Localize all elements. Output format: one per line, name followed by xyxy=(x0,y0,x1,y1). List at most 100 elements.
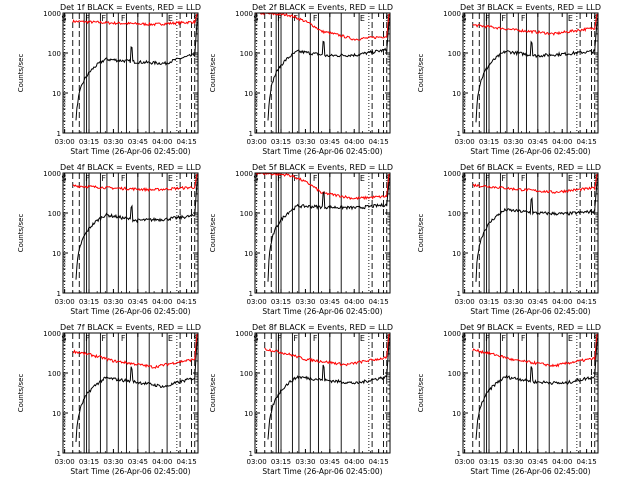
phase-marker-letter: E xyxy=(168,334,173,343)
plot-frame xyxy=(62,332,199,454)
x-tick-label: 03:00 xyxy=(247,138,267,146)
y-tick-label: 100 xyxy=(48,370,61,378)
panel-title: Det 6f BLACK = Events, RED = LLD xyxy=(460,163,601,172)
events-series-line xyxy=(75,181,198,280)
x-tick-label: 04:15 xyxy=(177,458,197,466)
phase-marker-letter: S xyxy=(61,14,66,23)
x-axis-label: Start Time (26-Apr-06 02:45:00) xyxy=(470,307,590,316)
x-tick-label: 03:45 xyxy=(320,298,340,306)
x-tick-label: 04:00 xyxy=(552,458,572,466)
y-tick-label: 1 xyxy=(249,450,253,458)
y-tick-label: 100 xyxy=(240,210,253,218)
phase-marker-letter: E xyxy=(360,14,365,23)
x-tick-label: 03:00 xyxy=(55,298,75,306)
lld-series-line xyxy=(255,172,390,201)
x-tick-label: 03:15 xyxy=(271,458,291,466)
x-tick-label: 03:00 xyxy=(455,138,475,146)
x-tick-label: 03:45 xyxy=(128,298,148,306)
y-tick-label: 100 xyxy=(240,50,253,58)
y-tick-label: 10 xyxy=(52,250,61,258)
y-tick-label: 1 xyxy=(457,450,461,458)
phase-marker-letter: F xyxy=(101,14,106,23)
x-tick-label: 03:00 xyxy=(455,298,475,306)
y-tick-label: 1000 xyxy=(443,170,461,178)
y-tick-label: 1 xyxy=(249,290,253,298)
detector-panel-7: Det 7f BLACK = Events, RED = LLD Counts/s… xyxy=(17,323,201,476)
x-tick-label: 04:15 xyxy=(577,298,597,306)
phase-marker-letter: S xyxy=(385,334,390,343)
x-tick-label: 04:00 xyxy=(344,138,364,146)
y-tick-label: 100 xyxy=(240,370,253,378)
y-tick-label: 1000 xyxy=(43,170,61,178)
phase-marker-letter: E xyxy=(360,174,365,183)
x-axis-label: Start Time (26-Apr-06 02:45:00) xyxy=(70,307,190,316)
x-tick-label: 03:45 xyxy=(320,458,340,466)
events-series-line xyxy=(75,21,198,121)
phase-marker-letter: S xyxy=(253,174,258,183)
y-tick-label: 100 xyxy=(48,50,61,58)
detector-panel-4: Det 4f BLACK = Events, RED = LLD Counts/s… xyxy=(17,163,201,316)
x-tick-label: 04:00 xyxy=(152,138,172,146)
y-axis-label: Counts/sec xyxy=(17,374,25,413)
x-tick-label: 03:30 xyxy=(295,138,315,146)
phase-marker-letter: E xyxy=(568,14,573,23)
panel-title: Det 1f BLACK = Events, RED = LLD xyxy=(60,3,201,12)
phase-marker-letter: E xyxy=(568,334,573,343)
y-axis-label: Counts/sec xyxy=(417,54,425,93)
x-tick-label: 04:15 xyxy=(577,458,597,466)
y-tick-label: 10 xyxy=(244,410,253,418)
phase-marker-letter: F xyxy=(313,174,318,183)
y-tick-label: 1 xyxy=(457,130,461,138)
x-tick-label: 03:45 xyxy=(320,138,340,146)
phase-marker-letter: F xyxy=(485,334,490,343)
y-tick-label: 10 xyxy=(452,250,461,258)
x-tick-label: 03:00 xyxy=(247,298,267,306)
phase-marker-letter: S xyxy=(253,334,258,343)
x-axis-label: Start Time (26-Apr-06 02:45:00) xyxy=(470,147,590,156)
x-tick-label: 03:30 xyxy=(503,298,523,306)
plot-frame xyxy=(254,12,391,134)
detector-panel-8: Det 8f BLACK = Events, RED = LLD Counts/s… xyxy=(209,323,393,476)
x-tick-label: 04:15 xyxy=(369,138,389,146)
y-tick-label: 100 xyxy=(448,370,461,378)
y-tick-label: 1 xyxy=(57,290,61,298)
y-axis-label: Counts/sec xyxy=(209,214,217,253)
lld-series-line xyxy=(255,12,390,41)
phase-marker-letter: S xyxy=(61,174,66,183)
phase-marker-letter: S xyxy=(385,14,390,23)
x-tick-label: 04:00 xyxy=(344,458,364,466)
plot-frame xyxy=(462,12,599,134)
y-tick-label: 1 xyxy=(57,450,61,458)
events-series-line xyxy=(267,181,390,282)
phase-marker-letter: F xyxy=(121,174,126,183)
y-tick-label: 1 xyxy=(249,130,253,138)
x-tick-label: 04:00 xyxy=(552,298,572,306)
phase-marker-letter: S xyxy=(253,14,258,23)
plot-frame xyxy=(62,12,199,134)
x-tick-label: 03:00 xyxy=(55,458,75,466)
events-series-line xyxy=(75,341,198,443)
x-axis-label: Start Time (26-Apr-06 02:45:00) xyxy=(470,467,590,476)
events-series-line xyxy=(475,341,598,440)
phase-marker-letter: F xyxy=(293,14,298,23)
plot-frame xyxy=(62,172,199,294)
phase-marker-letter: S xyxy=(593,334,598,343)
y-axis-label: Counts/sec xyxy=(17,214,25,253)
x-tick-label: 03:45 xyxy=(128,138,148,146)
y-tick-label: 1000 xyxy=(43,10,61,18)
x-tick-label: 03:45 xyxy=(528,298,548,306)
x-tick-label: 03:15 xyxy=(79,458,99,466)
x-tick-label: 03:45 xyxy=(128,458,148,466)
panel-title: Det 7f BLACK = Events, RED = LLD xyxy=(60,323,201,332)
plot-frame xyxy=(254,332,391,454)
x-tick-label: 03:15 xyxy=(479,138,499,146)
x-tick-label: 03:45 xyxy=(528,138,548,146)
x-tick-label: 03:00 xyxy=(455,458,475,466)
x-tick-label: 04:15 xyxy=(577,138,597,146)
plot-frame xyxy=(254,172,391,294)
panel-title: Det 2f BLACK = Events, RED = LLD xyxy=(252,3,393,12)
phase-marker-letter: F xyxy=(277,174,282,183)
y-tick-label: 1000 xyxy=(235,10,253,18)
panel-title: Det 3f BLACK = Events, RED = LLD xyxy=(460,3,601,12)
